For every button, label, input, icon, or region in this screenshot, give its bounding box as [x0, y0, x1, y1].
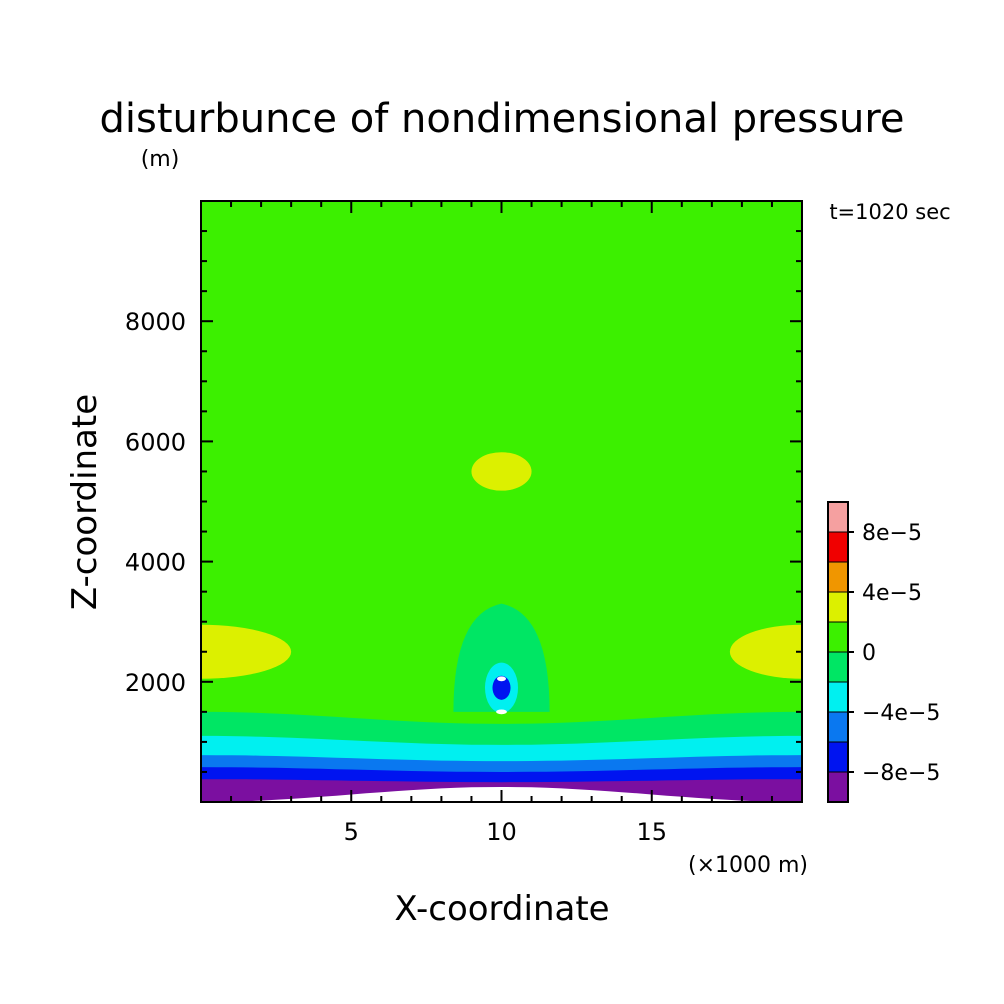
- core-blob: [492, 675, 511, 700]
- colorbar-tick-label: 0: [862, 641, 876, 666]
- x-tick-label: 5: [344, 818, 359, 846]
- colorbar-tick-label: −8e−5: [862, 761, 940, 786]
- contour-field: [201, 201, 802, 802]
- time-annotation: t=1020 sec: [829, 200, 950, 224]
- y-tick-label: 2000: [125, 669, 186, 697]
- colorbar-swatch: [827, 501, 849, 533]
- negative-plume: [453, 603, 550, 712]
- core-blob: [496, 709, 507, 715]
- axis-ticks: 5 10 15 2000 4000 6000 8000: [125, 201, 802, 846]
- y-axis-unit: (m): [141, 147, 180, 172]
- colorbar-tick-label: 4e−5: [862, 581, 922, 606]
- colorbar-swatch: [827, 681, 849, 713]
- y-tick-label: 4000: [125, 549, 186, 577]
- positive-blob: [471, 452, 532, 491]
- chart-title: disturbunce of nondimensional pressure: [100, 96, 905, 142]
- y-axis-label: Z-coordinate: [65, 394, 105, 610]
- colorbar: −8e−5 −4e−5 0 4e−5 8e−5: [827, 501, 940, 803]
- x-tick-label: 10: [486, 818, 517, 846]
- colorbar-tick-label: −4e−5: [862, 701, 940, 726]
- x-axis-label: X-coordinate: [394, 889, 609, 929]
- positive-blob: [729, 624, 802, 679]
- colorbar-swatch: [827, 531, 849, 563]
- y-tick-label: 6000: [125, 428, 186, 456]
- colorbar-swatch: [827, 561, 849, 593]
- positive-blob: [201, 624, 292, 679]
- colorbar-swatch: [827, 711, 849, 743]
- y-tick-label: 8000: [125, 308, 186, 336]
- x-axis-unit: (×1000 m): [688, 853, 808, 878]
- colorbar-swatch: [827, 591, 849, 623]
- core-blob: [496, 676, 507, 682]
- colorbar-swatch: [827, 621, 849, 653]
- colorbar-swatch: [827, 741, 849, 773]
- colorbar-tick-label: 8e−5: [862, 521, 922, 546]
- colorbar-swatch: [827, 771, 849, 803]
- colorbar-swatch: [827, 651, 849, 683]
- x-tick-label: 15: [636, 818, 667, 846]
